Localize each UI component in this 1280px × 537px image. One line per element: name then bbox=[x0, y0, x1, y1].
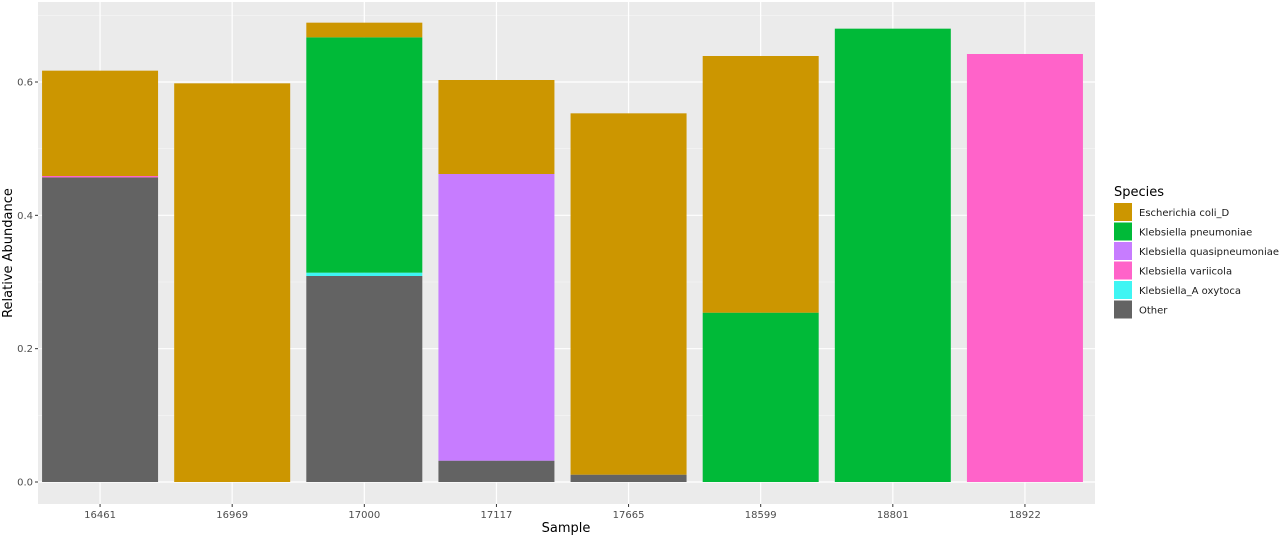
x-tick-label: 17117 bbox=[481, 510, 513, 521]
bar-segment bbox=[702, 56, 819, 313]
bar-segment bbox=[306, 272, 423, 276]
bar-segment bbox=[174, 83, 291, 482]
x-tick-label: 16461 bbox=[84, 510, 116, 521]
legend-label: Klebsiella pneumoniae bbox=[1139, 228, 1252, 239]
bar-segment bbox=[42, 70, 159, 176]
legend-label: Escherichia coli_D bbox=[1139, 208, 1230, 219]
bar-segment bbox=[570, 113, 687, 475]
bar-segment bbox=[438, 174, 555, 461]
bar-segment bbox=[834, 28, 951, 483]
legend-swatch bbox=[1114, 261, 1132, 280]
x-tick-label: 18922 bbox=[1009, 510, 1041, 521]
bar-segment bbox=[570, 474, 687, 482]
bar-segment bbox=[306, 276, 423, 482]
x-tick-label: 17000 bbox=[348, 510, 380, 521]
x-axis-title: Sample bbox=[542, 521, 591, 536]
bar-segment bbox=[42, 176, 159, 178]
bar-segment bbox=[306, 37, 423, 273]
x-tick-label: 18599 bbox=[745, 510, 777, 521]
bars bbox=[42, 22, 1083, 483]
bar-segment bbox=[438, 80, 555, 174]
y-axis-ticks: 0.0 0.2 0.4 0.6 bbox=[17, 78, 38, 489]
bar-segment bbox=[306, 22, 423, 38]
bar-segment bbox=[702, 312, 819, 482]
x-tick-label: 18801 bbox=[877, 510, 909, 521]
bar-segment bbox=[966, 54, 1083, 482]
legend-label: Klebsiella variicola bbox=[1139, 267, 1232, 278]
legend-label: Klebsiella quasipneumoniae bbox=[1139, 247, 1279, 258]
legend-label: Klebsiella_A oxytoca bbox=[1139, 286, 1241, 297]
legend-swatch bbox=[1114, 281, 1132, 299]
y-axis-title: Relative Abundance bbox=[1, 188, 16, 318]
legend-swatch bbox=[1114, 203, 1132, 221]
x-axis-ticks: 16461 16969 17000 17117 17665 18599 18801 18922 bbox=[84, 504, 1041, 521]
y-tick-label: 0.4 bbox=[17, 211, 33, 222]
y-tick-label: 0.6 bbox=[17, 78, 33, 89]
x-tick-label: 17665 bbox=[613, 510, 645, 521]
legend-swatch bbox=[1114, 222, 1132, 241]
bar-segment bbox=[42, 177, 159, 483]
y-tick-label: 0.2 bbox=[17, 344, 33, 355]
x-tick-label: 16969 bbox=[216, 510, 248, 521]
bar-segment bbox=[438, 460, 555, 482]
legend-label: Other bbox=[1139, 306, 1168, 317]
legend-swatch bbox=[1114, 300, 1132, 319]
y-tick-label: 0.0 bbox=[17, 478, 33, 489]
legend-swatch bbox=[1114, 242, 1132, 260]
legend-title: Species bbox=[1114, 185, 1164, 200]
legend: Species Escherichia coli_D Klebsiella pne… bbox=[1114, 185, 1279, 319]
